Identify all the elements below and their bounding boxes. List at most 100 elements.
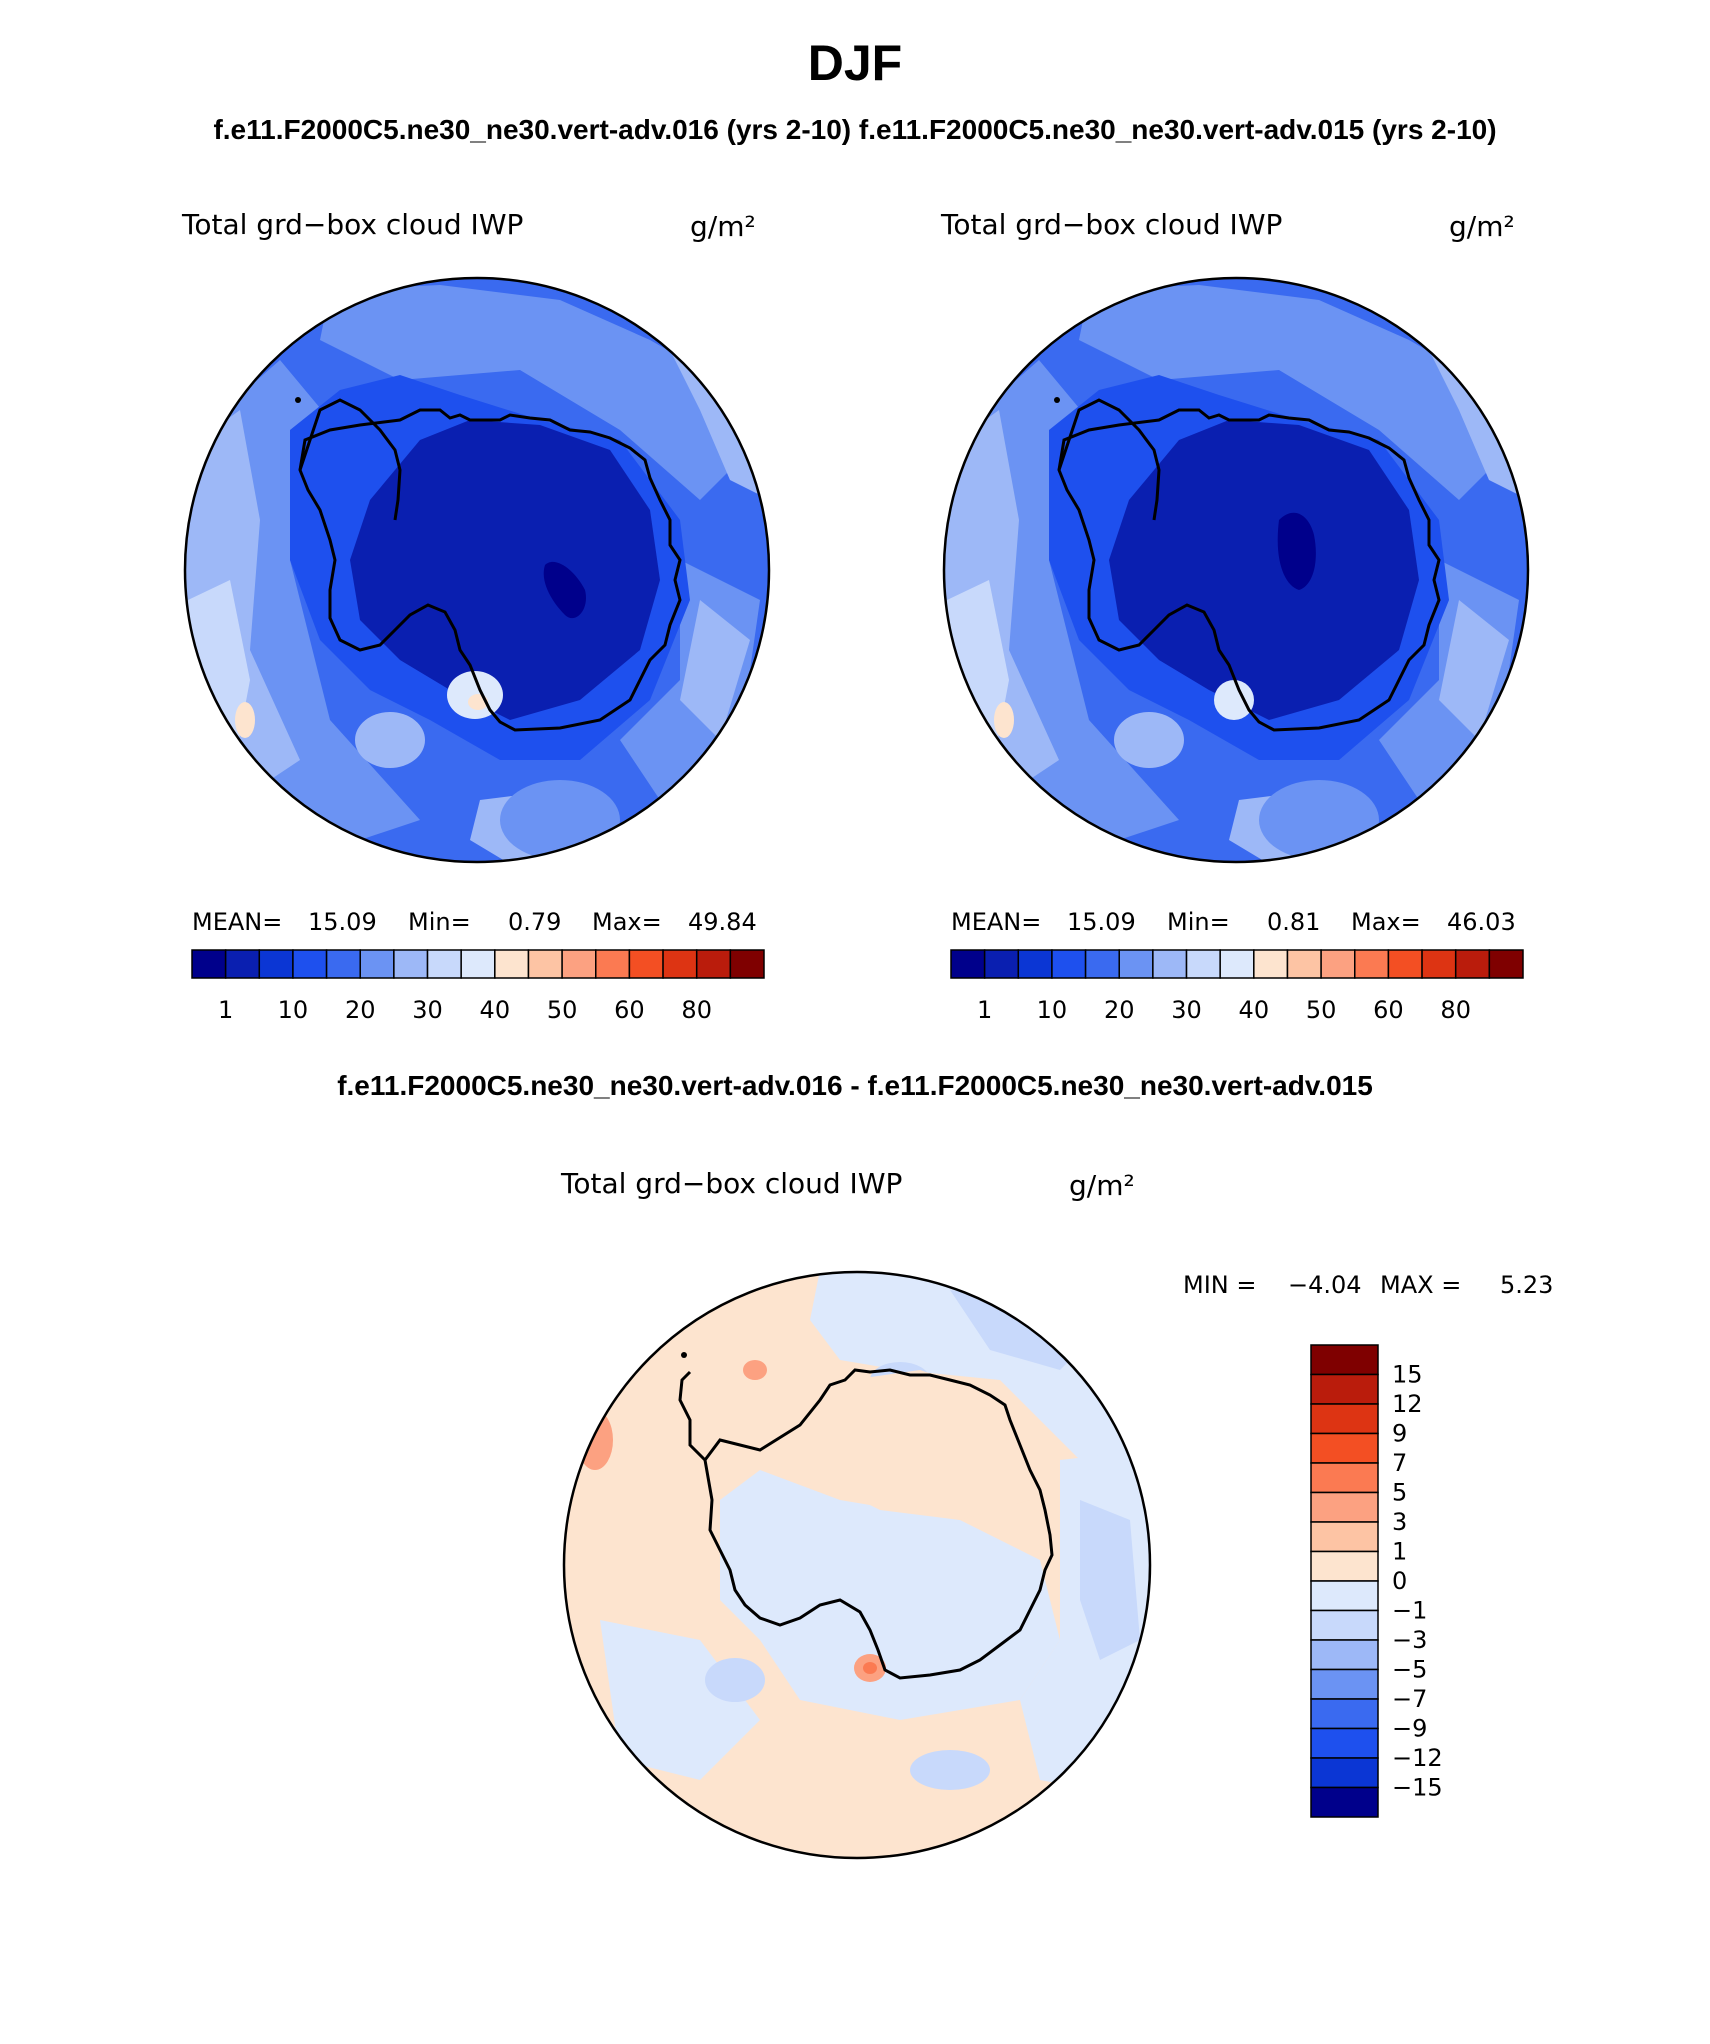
diff-blue-interior [720, 1470, 1060, 1720]
panel-case-015: Total grd−box cloud IWP g/m² [940, 208, 1530, 1024]
colorbar-left: 1 10 20 30 40 50 60 80 [191, 949, 765, 1024]
continent-interior-right [1109, 420, 1419, 720]
stat-max-label-right: Max= [1351, 908, 1421, 936]
colorbar-diff-tick-label: 12 [1392, 1390, 1423, 1418]
colorbar-diff-tick-label: −7 [1392, 1685, 1427, 1713]
colorbar-left-swatch-15 [695, 949, 732, 979]
colorbar-diff-swatch-7 [1310, 1550, 1379, 1582]
stat-max-label-left: Max= [592, 908, 662, 936]
colorbar-left-tick-label: 50 [547, 996, 578, 1024]
colorbar-right-tick-label: 80 [1440, 996, 1471, 1024]
stat-min-value-right: 0.81 [1267, 908, 1320, 936]
colorbar-left-swatch-10 [527, 949, 563, 979]
stat-mean-label-right: MEAN= [951, 908, 1041, 936]
ocean-pale-northeast-right [1419, 330, 1528, 500]
peninsula-pale-right [1214, 680, 1254, 720]
colorbar-left-tick-label: 60 [614, 996, 645, 1024]
island-right [1054, 397, 1060, 403]
colorbar-left-tick-label: 1 [218, 996, 233, 1024]
edge-peach-left [235, 702, 255, 738]
map-border-right [942, 276, 1530, 864]
colorbar-left-swatch-7 [426, 949, 462, 979]
island-left [295, 397, 301, 403]
diff-blue-spot-3 [910, 1750, 990, 1790]
colorbar-diff-tick-label: 3 [1392, 1508, 1407, 1536]
colorbar-diff-swatch-13 [1310, 1727, 1379, 1759]
colorbar-right-swatch-10 [1286, 949, 1322, 979]
colorbar-diff-swatch-9 [1310, 1609, 1379, 1641]
colorbar-right-swatch-4 [1084, 949, 1120, 979]
colorbar-left-tick-label: 80 [681, 996, 712, 1024]
colorbar-right-swatch-7 [1185, 949, 1221, 979]
colorbar-diff-tick-label: 9 [1392, 1420, 1407, 1448]
colorbar-diff-swatch-10 [1310, 1639, 1379, 1671]
colorbar-left-swatch-12 [595, 949, 631, 979]
colorbar-diff-tick-label: 15 [1392, 1361, 1423, 1389]
page-title: DJF [807, 35, 903, 91]
colorbar-right-swatch-1 [983, 949, 1020, 979]
stat-mean-value-right: 15.09 [1067, 908, 1136, 936]
colorbar-right-swatch-5 [1118, 949, 1154, 979]
colorbar-diff-tick-label: −1 [1392, 1597, 1427, 1625]
peninsula-coast-left [298, 398, 402, 521]
colorbar-left-swatch-4 [325, 949, 361, 979]
colorbar-diff-swatch-8 [1310, 1580, 1379, 1612]
ocean-field-right [944, 278, 1528, 862]
colorbar-left-swatch-3 [292, 949, 328, 979]
subtitle-diff: f.e11.F2000C5.ne30_ne30.vert-adv.016 - f… [337, 1070, 1373, 1101]
colorbar-right-swatch-11 [1320, 949, 1356, 979]
colorbar-left-swatch-11 [561, 949, 597, 979]
colorbar-right-swatch-9 [1253, 949, 1289, 979]
colorbar-left-swatch-6 [393, 949, 429, 979]
colorbar-left-tick-label: 30 [412, 996, 443, 1024]
stat-min-label-right: Min= [1167, 908, 1230, 936]
colorbar-diff-swatch-1 [1310, 1373, 1379, 1405]
units-label-right: g/m² [1449, 210, 1515, 243]
colorbar-left-swatch-16 [729, 949, 765, 979]
colorbar-diff-swatch-3 [1310, 1432, 1379, 1464]
diff-max-value: 5.23 [1500, 1271, 1553, 1299]
colorbar-diff-swatch-15 [1310, 1786, 1379, 1818]
colorbar-diff-swatch-0 [1310, 1344, 1379, 1376]
colorbar-left-tick-label: 10 [278, 996, 309, 1024]
subtitle-right: f.e11.F2000C5.ne30_ne30.vert-adv.015 (yr… [858, 114, 1497, 145]
colorbar-left-swatch-13 [628, 949, 664, 979]
continent-interior-left [350, 420, 660, 720]
diff-blue-southwest [600, 1620, 760, 1780]
units-label-left: g/m² [690, 210, 756, 243]
colorbar-diff-tick-label: 7 [1392, 1449, 1407, 1477]
ocean-light-spot-left [500, 780, 620, 860]
colorbar-right-tick-label: 10 [1037, 996, 1068, 1024]
diff-blue-spot-1 [705, 1658, 765, 1702]
colorbar-left-swatch-2 [258, 949, 294, 979]
colorbar-diff-tick-label: −12 [1392, 1744, 1443, 1772]
colorbar-left-swatch-14 [662, 949, 698, 979]
colorbar-right-swatch-3 [1051, 949, 1087, 979]
colorbar-diff-tick-label: −15 [1392, 1774, 1443, 1802]
colorbar-right-tick-label: 60 [1373, 996, 1404, 1024]
colorbar-diff-tick-label: −3 [1392, 1626, 1427, 1654]
panel-difference: Total grd−box cloud IWP g/m² MIN = −4.04… [560, 1167, 1553, 1860]
colorbar-diff-swatch-14 [1310, 1757, 1379, 1789]
colorbar-diff-tick-label: 1 [1392, 1538, 1407, 1566]
colorbar-right-swatch-2 [1017, 949, 1053, 979]
colorbar-right-swatch-6 [1152, 949, 1188, 979]
diff-island [681, 1352, 687, 1358]
colorbar-right-swatch-14 [1421, 949, 1457, 979]
colorbar-left-tick-label: 20 [345, 996, 376, 1024]
colorbar-diff-swatch-6 [1310, 1521, 1379, 1553]
colorbar-diff-swatch-2 [1310, 1403, 1379, 1435]
colorbar-right-swatch-8 [1219, 949, 1255, 979]
map-border-left [183, 276, 771, 864]
stat-min-label-left: Min= [408, 908, 471, 936]
colorbar-diff-tick-label: −5 [1392, 1656, 1427, 1684]
ocean-pale-spot-left [355, 712, 425, 768]
diff-min-label: MIN = [1183, 1271, 1256, 1299]
coastline-right [1057, 408, 1441, 732]
colorbar-diff-swatch-5 [1310, 1491, 1379, 1523]
colorbar-right-tick-label: 20 [1104, 996, 1135, 1024]
ocean-pale-east-left [680, 600, 750, 740]
ocean-light-north-left [320, 285, 740, 500]
